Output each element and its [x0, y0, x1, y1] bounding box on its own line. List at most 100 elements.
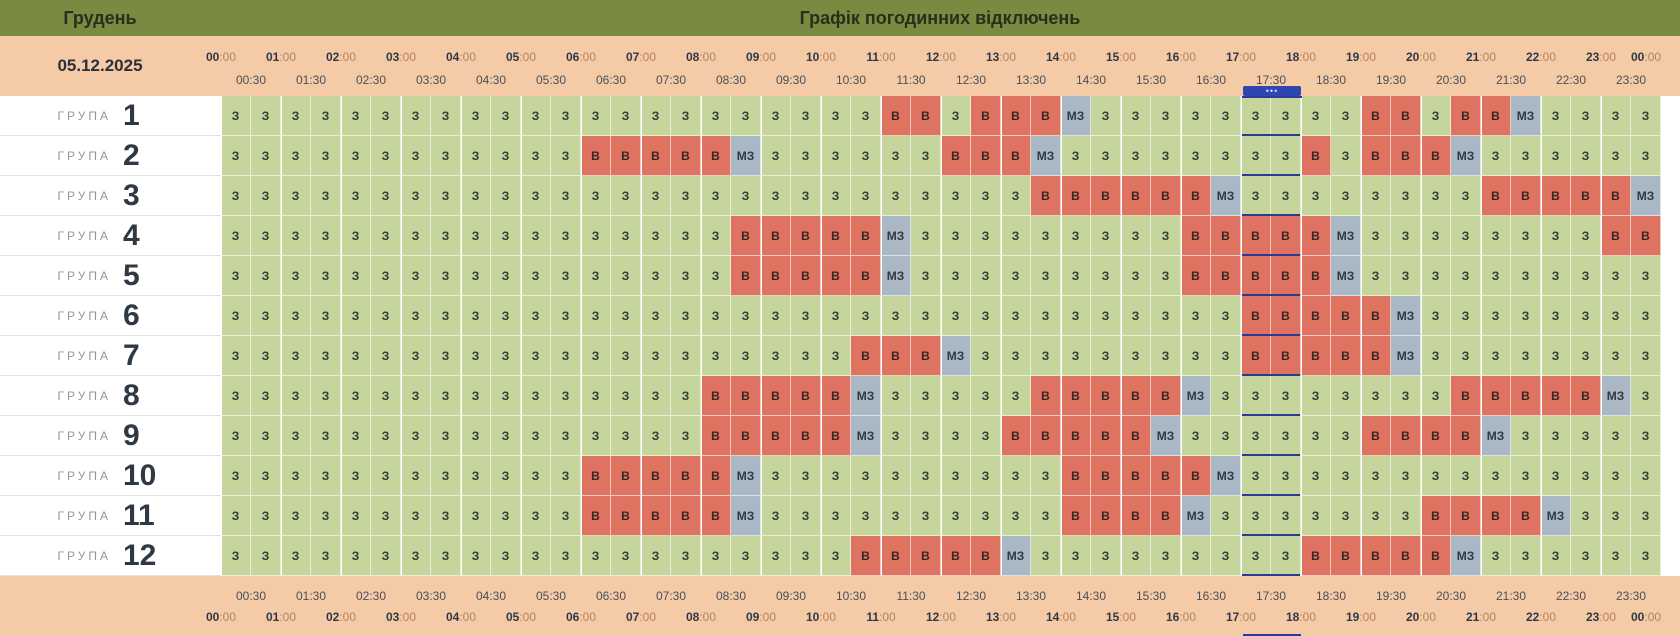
half-hour-tick-label: 23:30: [1615, 589, 1647, 603]
schedule-cell: В: [1151, 176, 1181, 216]
schedule-cell: З: [941, 456, 971, 496]
schedule-cell: З: [1391, 376, 1421, 416]
schedule-cell: МЗ: [731, 456, 761, 496]
schedule-cell: З: [401, 256, 431, 296]
half-hour-tick-label: 05:30: [535, 589, 567, 603]
schedule-cell: З: [791, 136, 821, 176]
schedule-cell: З: [1631, 96, 1661, 136]
schedule-cell: З: [1601, 496, 1631, 536]
schedule-cell: З: [641, 96, 671, 136]
schedule-cell: З: [1271, 176, 1301, 216]
schedule-cell: З: [911, 136, 941, 176]
schedule-cell: В: [971, 136, 1001, 176]
schedule-cell: З: [221, 416, 251, 456]
schedule-cell: В: [1301, 256, 1331, 296]
schedule-cell: МЗ: [731, 136, 761, 176]
schedule-cell: З: [1391, 456, 1421, 496]
group-word: ГРУПА: [57, 348, 111, 363]
schedule-cell: З: [341, 496, 371, 536]
schedule-cell: В: [1451, 416, 1481, 456]
half-hour-tick-label: 13:30: [1015, 589, 1047, 603]
group-word: ГРУПА: [57, 388, 111, 403]
schedule-cell: З: [371, 96, 401, 136]
schedule-cell: З: [1451, 176, 1481, 216]
schedule-cell: В: [1391, 96, 1421, 136]
hour-tick-label: 10:00: [805, 610, 837, 624]
schedule-cell: З: [551, 136, 581, 176]
hour-divider: [281, 96, 282, 576]
schedule-cell: З: [1361, 456, 1391, 496]
schedule-cell: З: [1001, 376, 1031, 416]
schedule-cell: З: [431, 96, 461, 136]
schedule-cell: В: [971, 536, 1001, 576]
time-axis-top: [0, 36, 1680, 96]
schedule-cell: З: [851, 176, 881, 216]
schedule-cell: З: [1091, 256, 1121, 296]
hour-tick-label: 21:00: [1465, 50, 1497, 64]
schedule-cell: З: [731, 96, 761, 136]
schedule-cell: МЗ: [1211, 176, 1241, 216]
schedule-cell: З: [851, 96, 881, 136]
schedule-cell: З: [1031, 216, 1061, 256]
schedule-cell: З: [671, 296, 701, 336]
schedule-cell: З: [731, 536, 761, 576]
schedule-cell: З: [1331, 136, 1361, 176]
schedule-cell: В: [761, 416, 791, 456]
schedule-cell: З: [341, 296, 371, 336]
schedule-cell: З: [851, 496, 881, 536]
schedule-cell: З: [461, 96, 491, 136]
schedule-cell: З: [251, 136, 281, 176]
half-hour-tick-label: 17:30: [1255, 73, 1287, 87]
schedule-cell: З: [941, 376, 971, 416]
hour-divider: [221, 96, 222, 576]
group-label: ГРУПА 2: [0, 136, 221, 176]
group-label: ГРУПА 12: [0, 536, 221, 576]
hour-tick-label: 22:00: [1525, 50, 1557, 64]
schedule-cell: З: [791, 296, 821, 336]
schedule-cell: В: [1061, 456, 1091, 496]
schedule-cell: В: [611, 496, 641, 536]
schedule-cell: З: [1271, 416, 1301, 456]
hour-divider: [1541, 96, 1542, 576]
schedule-cell: З: [221, 336, 251, 376]
hour-tick-label: 20:00: [1405, 610, 1437, 624]
schedule-cell: З: [1091, 136, 1121, 176]
schedule-cell: З: [761, 336, 791, 376]
schedule-cell: З: [581, 536, 611, 576]
schedule-cell: З: [1361, 376, 1391, 416]
schedule-cell: З: [281, 176, 311, 216]
hour-tick-label: 19:00: [1345, 50, 1377, 64]
schedule-cell: В: [1151, 456, 1181, 496]
hour-tick-label: 02:00: [325, 610, 357, 624]
schedule-cell: З: [251, 336, 281, 376]
schedule-cell: З: [1541, 336, 1571, 376]
schedule-cell: З: [1241, 456, 1271, 496]
schedule-cell: З: [1631, 136, 1661, 176]
schedule-cell: В: [1361, 96, 1391, 136]
schedule-cell: З: [311, 136, 341, 176]
schedule-cell: З: [461, 376, 491, 416]
schedule-cell: З: [311, 96, 341, 136]
schedule-cell: З: [431, 536, 461, 576]
schedule-cell: З: [341, 536, 371, 576]
schedule-cell: З: [671, 256, 701, 296]
schedule-grid: З З З З З З З З З З З З З З З З З З З З З З В В З В В В МЗ З З З З З З З З З В…: [221, 96, 1662, 576]
schedule-cell: З: [221, 536, 251, 576]
hour-tick-label: 12:00: [925, 50, 957, 64]
schedule-cell: МЗ: [1391, 336, 1421, 376]
schedule-cell: З: [1571, 416, 1601, 456]
schedule-cell: З: [1331, 496, 1361, 536]
schedule-cell: З: [1571, 96, 1601, 136]
schedule-cell: З: [551, 456, 581, 496]
schedule-cell: В: [1481, 96, 1511, 136]
schedule-cell: З: [371, 176, 401, 216]
half-hour-tick-label: 02:30: [355, 73, 387, 87]
hour-tick-label: 22:00: [1525, 610, 1557, 624]
schedule-cell: В: [731, 216, 761, 256]
group-label: ГРУПА 4: [0, 216, 221, 256]
half-hour-tick-label: 10:30: [835, 589, 867, 603]
schedule-cell: В: [1301, 136, 1331, 176]
schedule-cell: В: [1451, 96, 1481, 136]
schedule-cell: З: [491, 296, 521, 336]
schedule-cell: В: [1361, 416, 1391, 456]
